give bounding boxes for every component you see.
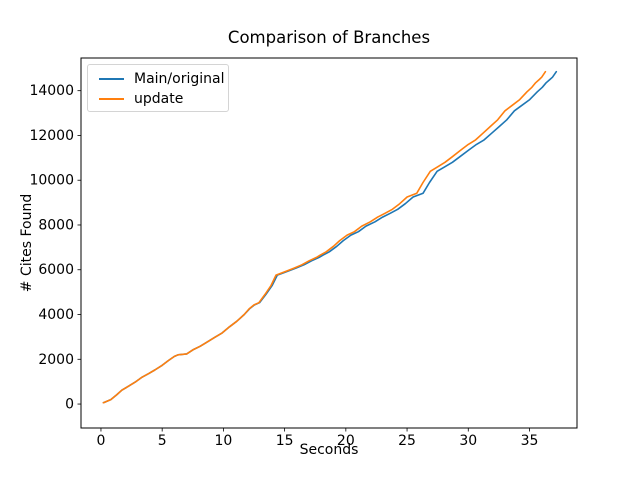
legend-line-swatch-blue	[99, 78, 124, 80]
x-axis-label: Seconds	[299, 442, 359, 458]
legend: Main/original update	[87, 64, 229, 112]
x-tick-label: 5	[158, 433, 167, 449]
y-tick-label: 12000	[29, 128, 74, 144]
legend-item-main-original: Main/original	[99, 69, 228, 89]
y-tick-label: 14000	[29, 83, 74, 99]
x-tick-label: 20	[337, 433, 355, 449]
x-tick-label: 0	[96, 433, 105, 449]
chart-title: Comparison of Branches	[227, 28, 431, 47]
axes-frame	[80, 57, 578, 429]
legend-item-update: update	[99, 89, 228, 109]
y-tick-label: 10000	[29, 173, 74, 189]
x-tick-label: 15	[276, 433, 294, 449]
legend-label: update	[134, 91, 184, 107]
y-tick-label: 6000	[38, 262, 74, 278]
x-tick-label: 10	[214, 433, 232, 449]
y-tick-label: 0	[65, 397, 74, 413]
y-axis-label: # Cites Found	[19, 193, 35, 293]
legend-label: Main/original	[134, 71, 225, 87]
y-tick-label: 4000	[38, 307, 74, 323]
x-tick-label: 25	[398, 433, 416, 449]
series-line-1-update	[102, 70, 547, 404]
y-tick-label: 8000	[38, 217, 74, 233]
x-tick-label: 30	[459, 433, 477, 449]
legend-line-swatch-orange	[99, 98, 124, 100]
x-tick-label: 35	[521, 433, 539, 449]
y-tick-label: 2000	[38, 352, 74, 368]
